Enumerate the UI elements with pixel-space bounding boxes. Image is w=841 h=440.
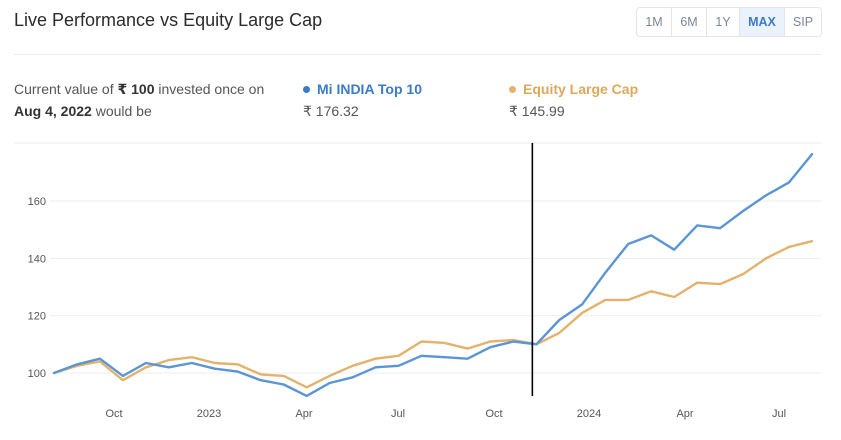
summary-middle: invested once on — [154, 81, 265, 97]
time-range-selector: 1M 6M 1Y MAX SIP — [636, 7, 822, 37]
range-6m-button[interactable]: 6M — [672, 8, 707, 36]
legend-dot-fund — [303, 85, 310, 93]
range-1m-button[interactable]: 1M — [637, 8, 672, 36]
legend-value-fund: ₹ 176.32 — [303, 103, 359, 119]
header-divider — [14, 54, 821, 55]
x-tick-label: Apr — [676, 408, 693, 420]
legend-value-benchmark: ₹ 145.99 — [509, 103, 565, 119]
x-tick-label: Jul — [772, 408, 786, 420]
range-max-button[interactable]: MAX — [740, 8, 785, 36]
x-tick-label: Oct — [105, 408, 122, 420]
legend-name-fund: Mi INDIA Top 10 — [317, 81, 422, 97]
x-tick-label: 2024 — [577, 408, 601, 420]
summary-date: Aug 4, 2022 — [14, 103, 92, 119]
legend-item-fund: Mi INDIA Top 10 ₹ 176.32 — [303, 78, 422, 122]
range-sip-button[interactable]: SIP — [792, 15, 814, 29]
series-line-equity-large-cap — [52, 239, 814, 389]
legend-name-benchmark: Equity Large Cap — [523, 81, 639, 97]
summary-suffix: would be — [91, 103, 152, 119]
x-tick-label: 2023 — [197, 408, 221, 420]
summary-amount: ₹ 100 — [117, 81, 155, 97]
legend-dot-benchmark — [509, 85, 516, 93]
series-line-mi-india-top-10 — [52, 152, 814, 398]
investment-summary: Current value of ₹ 100 invested once on … — [14, 78, 264, 122]
x-tick-label: Oct — [485, 408, 502, 420]
y-tick-label: 160 — [28, 196, 46, 208]
legend-item-benchmark: Equity Large Cap ₹ 145.99 — [509, 78, 638, 122]
x-tick-label: Jul — [391, 408, 405, 420]
range-1y-button[interactable]: 1Y — [707, 8, 740, 36]
y-tick-label: 120 — [28, 311, 46, 323]
x-tick-label: Apr — [295, 408, 312, 420]
y-tick-label: 100 — [28, 368, 46, 380]
y-tick-label: 140 — [28, 253, 46, 265]
page-title: Live Performance vs Equity Large Cap — [14, 10, 323, 30]
summary-prefix: Current value of — [14, 81, 118, 97]
